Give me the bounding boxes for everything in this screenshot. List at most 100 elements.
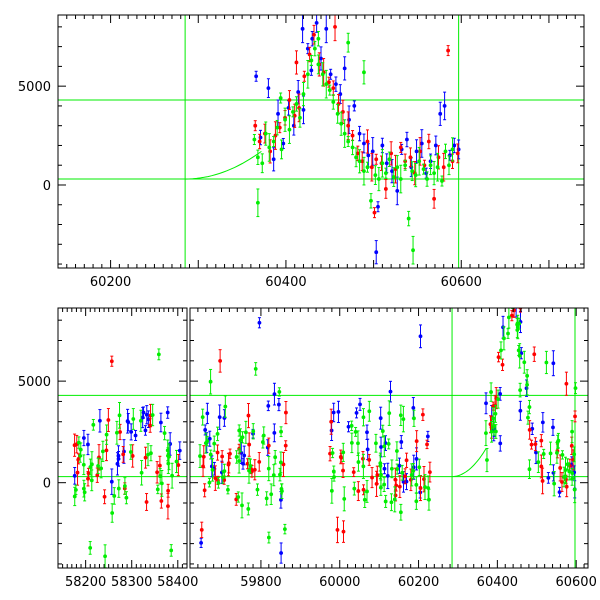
data-point-bottom-3-0-4 xyxy=(524,386,529,391)
data-point-bottom-1-2-34 xyxy=(266,535,271,540)
data-point-bottom-2-1-10 xyxy=(370,475,374,480)
data-point-top-1-1 xyxy=(257,139,262,144)
bottom-plot: 58200 58300 58400 59800 60000 60200 60400 60600… xyxy=(18,299,597,590)
data-point-bottom-2-2-1 xyxy=(367,409,372,414)
data-point-bottom-3-2-47 xyxy=(507,299,511,303)
data-point-bottom-1-2-38 xyxy=(200,415,205,420)
data-point-bottom-1-0-19 xyxy=(205,411,210,416)
data-point-bottom-3-2-14 xyxy=(506,315,511,320)
bottom-season-0-blue xyxy=(72,405,182,495)
data-point-top-0-26 xyxy=(380,143,385,148)
data-point-top-0-27 xyxy=(384,161,389,166)
bottom-panel-1-data xyxy=(58,348,187,568)
data-point-bottom-1-2-5 xyxy=(278,460,283,465)
data-point-bottom-2-2-38 xyxy=(349,423,354,428)
data-point-top-2-34 xyxy=(380,161,385,166)
data-point-bottom-3-2-32 xyxy=(570,471,575,476)
data-point-bottom-1-1-0 xyxy=(215,450,220,455)
data-point-bottom-2-2-25 xyxy=(386,442,391,446)
data-point-bottom-3-2-38 xyxy=(560,452,565,457)
data-point-top-1-7 xyxy=(287,98,292,102)
top-plot: 60200 60400 60600 0 5000 xyxy=(18,14,585,290)
data-point-top-2-31 xyxy=(369,198,373,203)
data-point-top-2-56 xyxy=(316,36,321,41)
data-point-bottom-1-2-36 xyxy=(277,389,282,394)
data-point-bottom-0-2-10 xyxy=(81,462,86,467)
data-point-bottom-1-2-20 xyxy=(222,469,227,473)
data-point-bottom-3-0-9 xyxy=(551,425,555,430)
data-point-bottom-2-0-11 xyxy=(411,405,416,410)
data-point-top-2-5 xyxy=(271,139,276,144)
data-point-top-1-32 xyxy=(408,155,413,160)
data-point-top-2-55 xyxy=(278,96,283,100)
data-point-top-2-45 xyxy=(421,167,426,172)
data-point-bottom-2-2-42 xyxy=(398,413,403,418)
data-point-bottom-0-2-26 xyxy=(124,495,129,500)
data-point-top-2-50 xyxy=(440,179,444,183)
data-point-bottom-2-2-35 xyxy=(392,497,397,502)
data-point-bottom-0-2-14 xyxy=(131,417,136,421)
data-point-top-2-32 xyxy=(373,173,378,178)
data-point-bottom-2-2-17 xyxy=(423,485,427,489)
data-point-bottom-0-1-13 xyxy=(166,488,171,493)
data-point-bottom-1-0-18 xyxy=(199,540,204,545)
data-point-top-2-41 xyxy=(406,216,411,221)
data-point-top-0-33 xyxy=(414,149,419,154)
bottom-season-1-green xyxy=(198,362,287,544)
data-point-bottom-2-2-12 xyxy=(389,500,394,505)
top-series-1 xyxy=(253,15,460,219)
data-point-bottom-0-0-21 xyxy=(146,417,151,422)
data-point-bottom-0-2-27 xyxy=(91,422,96,427)
data-point-bottom-0-0-15 xyxy=(97,418,102,423)
data-point-top-0-11 xyxy=(310,36,315,41)
data-point-bottom-2-1-25 xyxy=(374,481,379,486)
data-point-top-2-24 xyxy=(342,131,347,136)
data-point-bottom-0-2-5 xyxy=(169,548,174,553)
data-point-bottom-0-1-14 xyxy=(106,418,111,422)
data-point-bottom-3-2-26 xyxy=(556,438,561,443)
data-point-bottom-2-0-19 xyxy=(379,445,383,449)
data-point-top-2-46 xyxy=(425,177,429,181)
data-point-bottom-1-1-14 xyxy=(202,488,207,493)
data-point-bottom-0-2-9 xyxy=(78,447,83,452)
data-point-bottom-2-0-10 xyxy=(331,410,336,415)
data-point-top-2-36 xyxy=(387,157,392,162)
data-point-bottom-2-1-16 xyxy=(329,419,334,424)
data-point-bottom-1-1-8 xyxy=(266,443,271,448)
data-point-bottom-0-0-7 xyxy=(81,436,86,440)
data-point-bottom-1-1-6 xyxy=(218,359,223,363)
data-point-bottom-0-1-25 xyxy=(109,359,114,364)
top-y-tick-label: 0 xyxy=(43,179,51,194)
data-point-top-2-4 xyxy=(267,145,272,150)
data-point-top-0-45 xyxy=(309,68,314,73)
data-point-bottom-3-2-20 xyxy=(548,451,553,456)
data-point-top-2-3 xyxy=(263,131,268,136)
data-point-bottom-0-1-3 xyxy=(176,463,181,467)
data-point-bottom-1-2-33 xyxy=(212,441,217,446)
data-point-bottom-0-1-15 xyxy=(159,499,164,503)
data-point-bottom-0-0-18 xyxy=(140,415,145,420)
data-point-bottom-3-0-23 xyxy=(546,475,551,480)
bottom-season-3-blue xyxy=(484,308,577,499)
data-point-bottom-1-2-42 xyxy=(266,466,271,471)
data-point-top-2-33 xyxy=(376,177,381,181)
data-point-bottom-0-2-29 xyxy=(166,461,171,466)
data-point-bottom-2-2-18 xyxy=(387,411,392,416)
data-point-bottom-2-1-5 xyxy=(367,458,372,462)
data-point-top-2-52 xyxy=(447,163,451,168)
data-point-top-1-43 xyxy=(294,60,299,65)
data-point-bottom-2-2-6 xyxy=(356,460,361,464)
data-point-bottom-2-0-8 xyxy=(365,447,370,452)
top-x-tick-label: 60200 xyxy=(90,275,131,290)
data-point-bottom-0-1-17 xyxy=(76,456,81,461)
data-point-bottom-3-1-16 xyxy=(540,479,545,483)
data-point-top-0-15 xyxy=(328,72,333,77)
data-point-bottom-2-2-34 xyxy=(426,486,431,490)
data-point-bottom-3-2-44 xyxy=(526,415,530,420)
data-point-bottom-3-0-12 xyxy=(518,408,523,413)
data-point-bottom-2-1-6 xyxy=(341,468,345,473)
data-point-bottom-0-0-16 xyxy=(115,461,120,466)
data-point-bottom-2-1-13 xyxy=(418,486,423,490)
data-point-bottom-2-2-13 xyxy=(417,465,422,470)
